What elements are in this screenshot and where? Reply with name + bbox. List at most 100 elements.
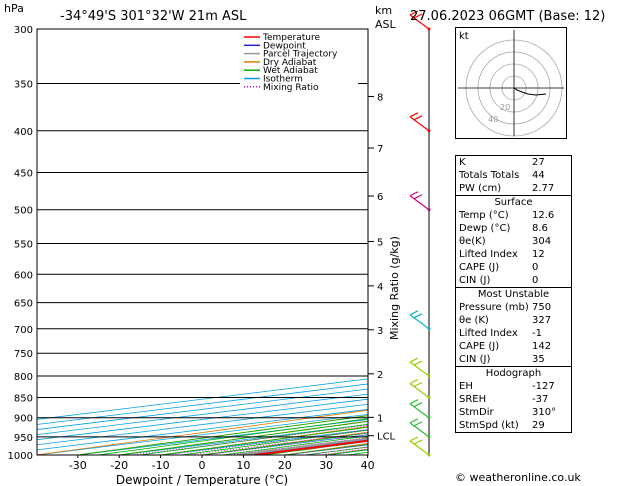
index-label: Dewp (°C) [459, 223, 511, 234]
index-value: 35 [532, 354, 545, 365]
km-tick-label: 2 [377, 370, 383, 381]
km-label: km [375, 4, 392, 17]
pressure-tick-label: 700 [14, 325, 33, 336]
pressure-tick-label: 950 [14, 433, 33, 444]
index-value: 27 [532, 157, 545, 168]
pressure-tick-label: 750 [14, 349, 33, 360]
index-row: Pressure (mb) 750 [456, 301, 571, 314]
index-row: StmSpd (kt) 29 [456, 419, 571, 432]
wind-barb [409, 399, 431, 420]
temp-tick-label: -20 [110, 459, 128, 472]
index-row: CAPE (J) 0 [456, 261, 571, 274]
index-value: 750 [532, 302, 552, 313]
km-tick-label: 6 [377, 192, 383, 203]
index-row: CIN (J) 0 [456, 274, 571, 287]
index-label: θe(K) [459, 236, 486, 247]
pressure-tick-label: 450 [14, 168, 33, 179]
axes: 1234681015202530035040045050055060065070… [8, 25, 396, 472]
pressure-tick-label: 350 [14, 80, 33, 91]
wind-barb [409, 418, 431, 439]
asl-label: ASL [375, 18, 397, 31]
hodograph-title: Hodograph [485, 368, 542, 379]
index-row: StmDir 310° [456, 406, 571, 419]
index-value: -127 [532, 381, 555, 392]
index-value: 0 [532, 275, 539, 286]
legend-label: Wet Adiabat [263, 66, 318, 76]
index-value: 0 [532, 262, 539, 273]
index-label: CIN (J) [459, 354, 491, 365]
datetime-title: 27.06.2023 06GMT (Base: 12) [410, 9, 605, 24]
temp-tick-label: -30 [69, 459, 87, 472]
temp-tick-label: 10 [236, 459, 250, 472]
index-row: θe (K) 327 [456, 314, 571, 327]
legend-label: Dewpoint [263, 41, 306, 51]
index-row: K 27 [456, 156, 571, 169]
legend-label: Temperature [262, 33, 320, 43]
index-value: 29 [532, 420, 545, 431]
index-label: Lifted Index [459, 328, 518, 339]
km-tick-label: 3 [377, 326, 383, 337]
index-label: CIN (J) [459, 275, 491, 286]
index-value: 12 [532, 249, 545, 260]
index-row: SREH -37 [456, 393, 571, 406]
index-label: PW (cm) [459, 183, 502, 194]
wind-barb [409, 112, 431, 133]
index-row: CIN (J) 35 [456, 353, 571, 366]
index-row: CAPE (J) 142 [456, 340, 571, 353]
location-title: -34°49'S 301°32'W 21m ASL [60, 9, 247, 24]
index-row: Temp (°C) 12.6 [456, 209, 571, 222]
pressure-tick-label: 1000 [8, 451, 33, 462]
temp-tick-label: 40 [361, 459, 375, 472]
km-tick-label: 5 [377, 238, 383, 249]
index-label: K [459, 157, 466, 168]
pressure-tick-label: 500 [14, 206, 33, 217]
km-tick-label: 7 [377, 144, 383, 155]
index-value: 327 [532, 315, 552, 326]
index-row: PW (cm) 2.77 [456, 182, 571, 195]
index-value: 142 [532, 341, 552, 352]
index-value: 310° [532, 407, 557, 418]
plot-frame [36, 28, 369, 456]
index-label: CAPE (J) [459, 262, 500, 273]
most-unstable-section: Most Unstable Pressure (mb) 750 θe (K) 327 L… [456, 287, 571, 366]
pressure-tick-label: 300 [14, 25, 33, 36]
temp-tick-label: 30 [319, 459, 333, 472]
hodograph-ring-label: 40 [488, 115, 498, 124]
pressure-tick-label: 400 [14, 127, 33, 138]
legend-label: Mixing Ratio [263, 83, 319, 93]
index-row: Lifted Index -1 [456, 327, 571, 340]
hpa-label: hPa [4, 2, 24, 15]
legend-label: Isotherm [263, 75, 303, 85]
index-label: Temp (°C) [459, 210, 509, 221]
mixing-ratio-axis-label: Mixing Ratio (g/kg) [388, 236, 401, 340]
km-tick-label: LCL [377, 432, 396, 443]
index-label: StmSpd (kt) [459, 420, 519, 431]
wind-barb [409, 191, 431, 212]
index-label: StmDir [459, 407, 494, 418]
index-label: θe (K) [459, 315, 489, 326]
dry-adiabat-line [37, 409, 368, 455]
km-tick-label: 4 [377, 282, 383, 293]
dry-adiabat-line [616, 29, 629, 455]
index-label: EH [459, 381, 473, 392]
footer-credit[interactable]: © weatheronline.co.uk [455, 471, 581, 484]
hodograph-section: Hodograph EH -127 SREH -37 StmDir 310° StmSpd … [456, 366, 571, 432]
km-tick-label: 1 [377, 413, 383, 424]
index-row: Lifted Index 12 [456, 248, 571, 261]
index-value: -37 [532, 394, 549, 405]
hodograph-panel: kt 20 40 [455, 27, 567, 139]
legend-label: Dry Adiabat [263, 58, 317, 68]
temp-tick-label: -10 [152, 459, 170, 472]
pressure-tick-label: 800 [14, 372, 33, 383]
hodograph-unit: kt [459, 31, 469, 42]
index-value: 44 [532, 170, 545, 181]
dry-adiabat-line [575, 29, 629, 455]
x-axis-label: Dewpoint / Temperature (°C) [116, 473, 288, 486]
legend-bg [240, 30, 358, 92]
pressure-tick-label: 900 [14, 414, 33, 425]
index-row: Totals Totals 44 [456, 169, 571, 182]
index-value: 2.77 [532, 183, 555, 194]
km-tick-label: 8 [377, 92, 383, 103]
